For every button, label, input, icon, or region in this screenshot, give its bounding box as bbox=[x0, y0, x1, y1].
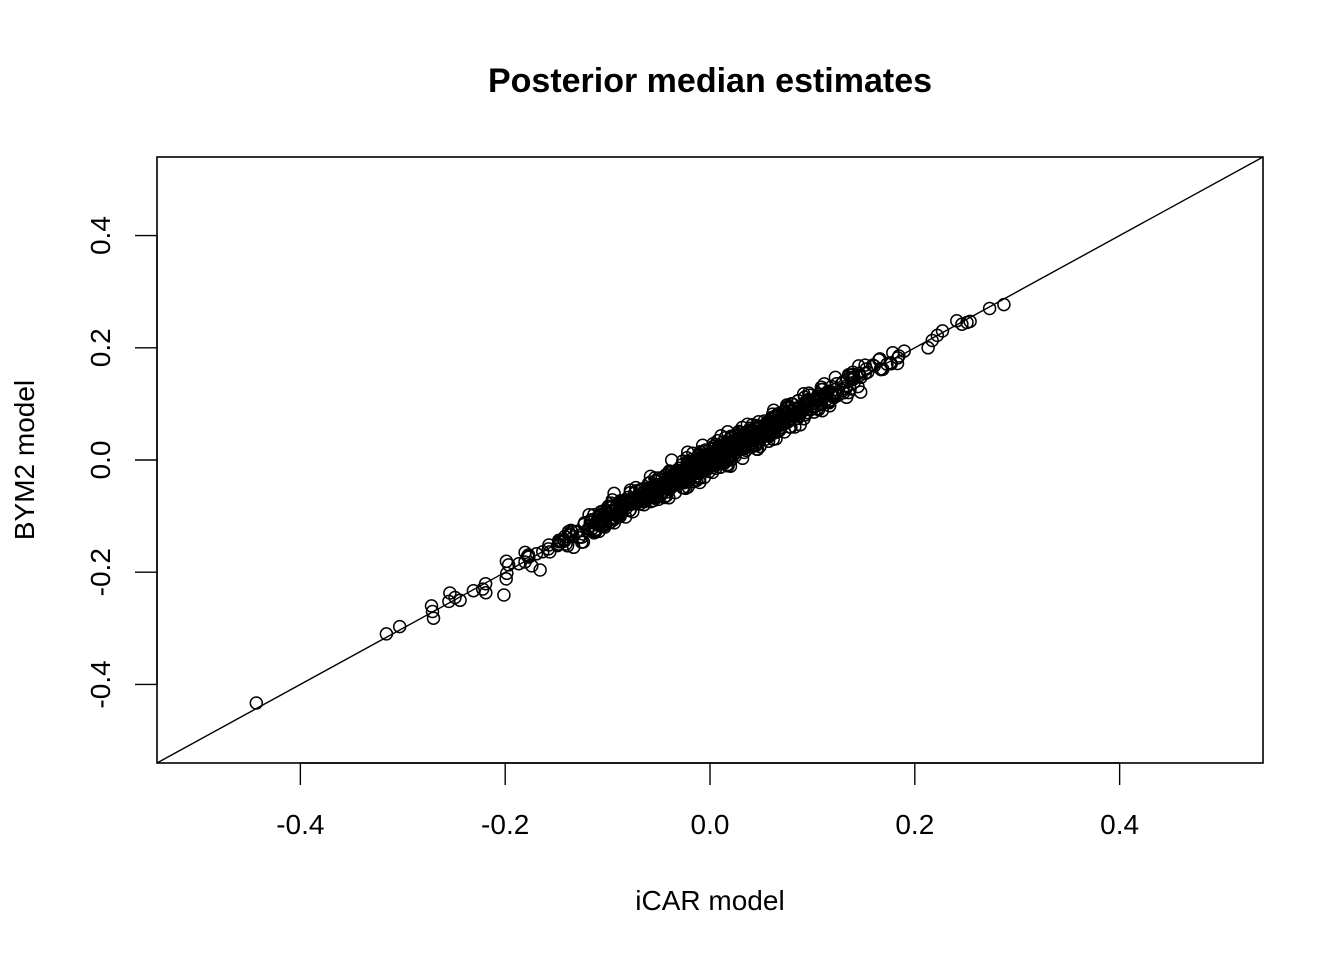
data-point bbox=[873, 362, 888, 376]
data-point bbox=[533, 563, 547, 577]
chart-title: Posterior median estimates bbox=[488, 62, 932, 100]
data-point bbox=[846, 372, 861, 386]
data-point bbox=[633, 483, 647, 498]
y-axis: -0.4 -0.2 0.0 0.2 0.4 bbox=[85, 216, 158, 709]
x-tick-label: 0.0 bbox=[691, 809, 730, 840]
y-tick-label: -0.4 bbox=[85, 660, 116, 708]
data-point bbox=[622, 503, 637, 518]
x-axis: -0.4 -0.2 0.0 0.2 0.4 bbox=[276, 762, 1139, 840]
data-point bbox=[982, 301, 997, 316]
y-axis-label: BYM2 model bbox=[9, 380, 40, 540]
data-point bbox=[732, 427, 747, 442]
data-point bbox=[747, 438, 762, 452]
data-point bbox=[733, 437, 748, 452]
data-point bbox=[501, 558, 516, 572]
data-point bbox=[475, 582, 490, 596]
data-point bbox=[767, 426, 782, 440]
data-point bbox=[935, 324, 950, 338]
x-tick-label: -0.4 bbox=[276, 809, 324, 840]
data-point bbox=[597, 503, 611, 518]
x-tick-label: 0.4 bbox=[1100, 809, 1139, 840]
data-point bbox=[512, 556, 526, 571]
x-tick-label: 0.2 bbox=[895, 809, 934, 840]
data-point bbox=[649, 486, 664, 500]
data-point bbox=[884, 356, 898, 371]
data-point bbox=[853, 385, 868, 399]
data-point bbox=[683, 459, 697, 473]
data-point bbox=[720, 442, 735, 456]
data-point bbox=[249, 696, 264, 710]
data-point bbox=[572, 530, 586, 545]
data-point bbox=[659, 480, 674, 494]
data-point bbox=[577, 517, 591, 532]
data-point bbox=[466, 583, 481, 598]
data-point bbox=[425, 604, 440, 619]
data-point bbox=[692, 459, 707, 473]
x-axis-label: iCAR model bbox=[635, 885, 784, 916]
data-point bbox=[392, 619, 407, 634]
data-point bbox=[624, 497, 638, 512]
data-point bbox=[866, 358, 880, 372]
data-point bbox=[815, 382, 830, 397]
data-point bbox=[713, 449, 728, 463]
data-point bbox=[843, 368, 857, 382]
y-tick-label: 0.4 bbox=[85, 216, 116, 255]
data-point bbox=[552, 533, 566, 548]
data-point bbox=[613, 509, 627, 524]
data-point bbox=[796, 402, 810, 416]
data-point bbox=[787, 409, 801, 423]
data-point bbox=[997, 297, 1011, 312]
y-tick-label: 0.2 bbox=[85, 328, 116, 367]
data-point bbox=[716, 445, 730, 460]
data-point bbox=[500, 566, 514, 581]
x-tick-label: -0.2 bbox=[481, 809, 529, 840]
data-point bbox=[925, 333, 939, 348]
y-tick-label: -0.2 bbox=[85, 548, 116, 596]
data-point bbox=[765, 407, 780, 421]
data-point bbox=[653, 489, 667, 504]
data-point bbox=[667, 476, 682, 490]
data-point bbox=[813, 397, 827, 411]
y-tick-label: 0.0 bbox=[85, 441, 116, 480]
data-point bbox=[815, 403, 830, 418]
data-point bbox=[828, 382, 843, 397]
data-point bbox=[651, 471, 666, 485]
data-point bbox=[791, 393, 806, 408]
data-point bbox=[836, 383, 850, 398]
data-point bbox=[637, 497, 651, 512]
data-point bbox=[379, 627, 394, 641]
data-point bbox=[851, 359, 866, 373]
data-point bbox=[479, 585, 493, 600]
data-point bbox=[745, 432, 760, 446]
data-point bbox=[963, 314, 977, 329]
data-point bbox=[886, 345, 900, 360]
data-point bbox=[613, 495, 627, 509]
data-points bbox=[249, 297, 1011, 710]
data-point bbox=[426, 611, 441, 625]
data-point bbox=[536, 544, 550, 559]
data-point bbox=[522, 550, 536, 564]
data-point bbox=[921, 341, 935, 355]
data-point bbox=[816, 390, 831, 405]
data-point bbox=[592, 524, 606, 539]
data-point bbox=[667, 466, 681, 480]
data-point bbox=[497, 588, 511, 602]
data-point bbox=[680, 445, 695, 459]
data-point bbox=[499, 572, 513, 586]
data-point bbox=[603, 506, 618, 521]
data-point bbox=[788, 401, 802, 416]
data-point bbox=[529, 547, 544, 561]
data-point bbox=[525, 559, 539, 573]
data-point bbox=[453, 593, 467, 608]
data-point bbox=[839, 390, 854, 405]
